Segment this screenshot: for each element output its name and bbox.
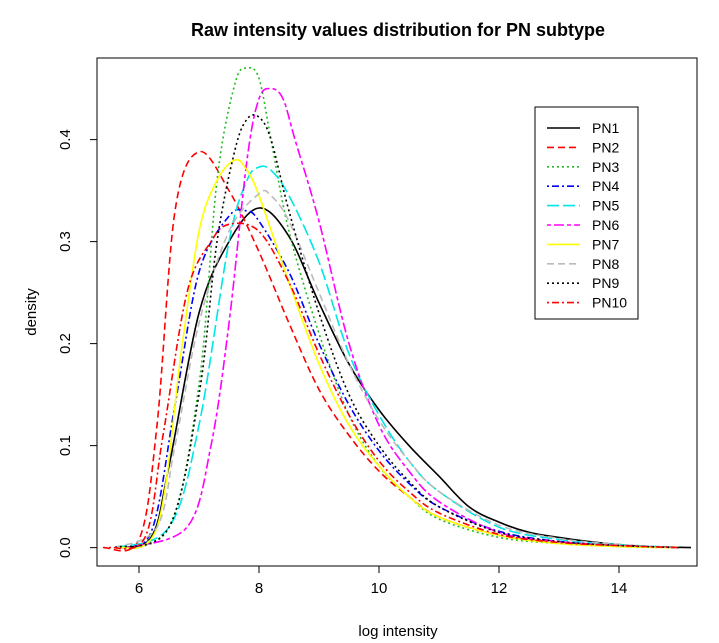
series-line-pn6 [126,87,680,549]
legend-label-pn6: PN6 [592,217,619,233]
legend-label-pn3: PN3 [592,159,619,175]
legend-box [534,106,639,320]
series-line-pn4 [114,208,680,549]
x-axis-label: log intensity [358,623,438,640]
series-line-pn8 [114,189,680,549]
legend-label-pn7: PN7 [592,236,619,252]
legend-label-pn8: PN8 [592,256,619,272]
legend: PN1 PN2 PN3 PN4 PN5 PN6 PN7 PN8 PN9 PN10 [534,106,639,320]
y-tick-label: 0.4 [57,129,74,150]
legend-label-pn9: PN9 [592,275,619,291]
y-tick-label: 0.3 [57,231,74,252]
x-tick-label: 14 [611,580,628,597]
legend-label-pn5: PN5 [592,198,619,214]
legend-label-pn2: PN2 [592,139,619,155]
x-tick-label: 6 [135,580,143,597]
y-axis: 0.0 0.1 0.2 0.3 0.4 [57,129,98,558]
y-axis-label: density [23,288,40,336]
series-line-pn5 [114,165,680,549]
y-tick-label: 0.0 [57,537,74,558]
series-line-pn7 [114,158,680,550]
x-tick-label: 8 [255,580,263,597]
chart-title: Raw intensity values distribution for PN… [191,20,605,40]
legend-label-pn1: PN1 [592,120,619,136]
series-line-pn9 [114,114,680,549]
legend-label-pn4: PN4 [592,178,619,194]
x-tick-label: 12 [491,580,508,597]
x-axis: 6 8 10 12 14 [135,565,628,597]
series-layer [102,66,692,552]
series-line-pn3 [114,66,680,549]
series-line-pn1 [114,207,692,549]
y-tick-label: 0.2 [57,333,74,354]
x-tick-label: 10 [371,580,388,597]
legend-label-pn10: PN10 [592,295,627,311]
y-tick-label: 0.1 [57,435,74,456]
